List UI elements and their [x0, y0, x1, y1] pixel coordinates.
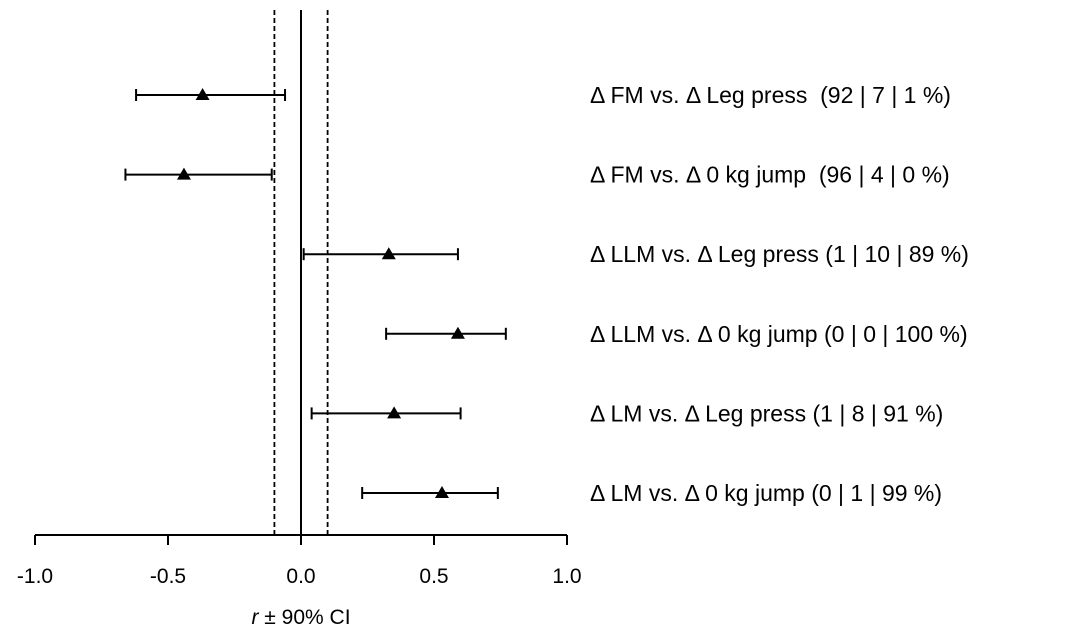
point-marker	[176, 167, 191, 180]
data-row: Δ LLM vs. Δ 0 kg jump (0 | 0 | 100 %)	[385, 321, 968, 347]
point-marker	[434, 486, 449, 498]
x-tick-label: 0.0	[286, 565, 315, 588]
data-rows: Δ FM vs. Δ Leg press (92 | 7 | 1 %) Δ FM …	[124, 82, 969, 506]
data-row: Δ LM vs. Δ Leg press (1 | 8 | 91 %)	[310, 400, 943, 426]
x-axis: -1.0 -0.5 0.0 0.5 1.0	[17, 534, 582, 588]
data-row: Δ FM vs. Δ 0 kg jump (96 | 4 | 0 %)	[124, 162, 950, 188]
row-label: Δ FM vs. Δ 0 kg jump (96 | 4 | 0 %)	[590, 162, 950, 188]
x-axis-label-rest: ± 90% CI	[258, 606, 350, 629]
row-label: Δ LLM vs. Δ Leg press (1 | 10 | 89 %)	[590, 241, 969, 267]
point-marker	[381, 247, 396, 260]
x-tick-label: 0.5	[419, 565, 448, 588]
x-axis-label-italic: r	[251, 606, 259, 629]
data-row: Δ LM vs. Δ 0 kg jump (0 | 1 | 99 %)	[361, 480, 942, 506]
reference-lines	[273, 10, 329, 535]
point-marker	[387, 406, 402, 419]
x-tick-label: 1.0	[552, 565, 581, 588]
data-row: Δ FM vs. Δ Leg press (92 | 7 | 1 %)	[135, 82, 951, 108]
data-row: Δ LLM vs. Δ Leg press (1 | 10 | 89 %)	[302, 241, 969, 267]
point-marker	[450, 326, 465, 339]
point-marker	[195, 88, 210, 100]
x-axis-label: r ± 90% CI	[251, 606, 350, 629]
x-tick-label: -1.0	[17, 565, 53, 588]
row-label: Δ FM vs. Δ Leg press (92 | 7 | 1 %)	[590, 82, 951, 108]
row-label: Δ LLM vs. Δ 0 kg jump (0 | 0 | 100 %)	[590, 321, 968, 347]
row-label: Δ LM vs. Δ Leg press (1 | 8 | 91 %)	[590, 400, 943, 426]
row-label: Δ LM vs. Δ 0 kg jump (0 | 1 | 99 %)	[590, 480, 942, 506]
x-tick-label: -0.5	[150, 565, 186, 588]
